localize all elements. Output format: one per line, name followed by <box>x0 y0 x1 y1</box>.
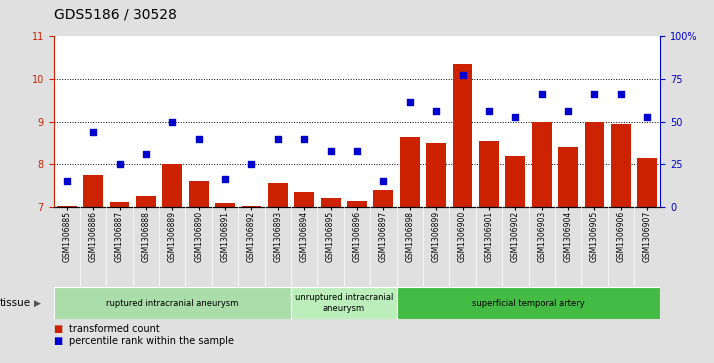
Text: GSM1306887: GSM1306887 <box>115 211 124 262</box>
Text: ruptured intracranial aneurysm: ruptured intracranial aneurysm <box>106 299 238 307</box>
Point <box>272 136 283 142</box>
Text: GSM1306886: GSM1306886 <box>89 211 98 262</box>
Bar <box>291 287 396 319</box>
Text: GSM1306901: GSM1306901 <box>484 211 493 262</box>
Text: ▶: ▶ <box>34 299 41 307</box>
Text: superficial temporal artery: superficial temporal artery <box>472 299 585 307</box>
Bar <box>162 164 182 207</box>
Text: GSM1306907: GSM1306907 <box>643 211 652 262</box>
Point <box>642 114 653 120</box>
Point <box>615 91 627 97</box>
Bar <box>136 196 156 207</box>
Text: GSM1306896: GSM1306896 <box>353 211 361 262</box>
Text: GSM1306895: GSM1306895 <box>326 211 335 262</box>
Text: GSM1306899: GSM1306899 <box>432 211 441 262</box>
Point <box>431 108 442 114</box>
Point <box>219 176 231 182</box>
Text: GSM1306902: GSM1306902 <box>511 211 520 262</box>
Text: ■: ■ <box>54 336 63 346</box>
Point <box>378 178 389 184</box>
Text: transformed count: transformed count <box>69 323 160 334</box>
Point <box>404 99 416 105</box>
Point <box>246 161 257 167</box>
Bar <box>396 287 660 319</box>
Point <box>563 108 574 114</box>
Text: ■: ■ <box>54 323 63 334</box>
Bar <box>241 206 261 207</box>
Bar <box>321 198 341 207</box>
Point <box>589 91 600 97</box>
Bar <box>532 122 552 207</box>
Text: GSM1306897: GSM1306897 <box>379 211 388 262</box>
Point <box>140 151 151 156</box>
Bar <box>479 141 499 207</box>
Point <box>87 129 99 135</box>
Text: GSM1306900: GSM1306900 <box>458 211 467 262</box>
Bar <box>268 183 288 207</box>
Bar <box>558 147 578 207</box>
Point <box>457 72 468 78</box>
Text: GSM1306894: GSM1306894 <box>300 211 308 262</box>
Text: GSM1306906: GSM1306906 <box>616 211 625 262</box>
Text: GSM1306905: GSM1306905 <box>590 211 599 262</box>
Bar <box>373 190 393 207</box>
Point <box>351 148 363 154</box>
Point <box>61 178 72 184</box>
Bar <box>453 64 473 207</box>
Bar <box>347 200 367 207</box>
Text: GSM1306892: GSM1306892 <box>247 211 256 262</box>
Point <box>510 114 521 120</box>
Text: GSM1306890: GSM1306890 <box>194 211 203 262</box>
Bar <box>54 287 291 319</box>
Bar <box>84 175 103 207</box>
Bar <box>215 203 235 207</box>
Text: GSM1306904: GSM1306904 <box>563 211 573 262</box>
Text: percentile rank within the sample: percentile rank within the sample <box>69 336 234 346</box>
Bar <box>57 206 76 207</box>
Text: GSM1306885: GSM1306885 <box>62 211 71 262</box>
Bar <box>294 192 314 207</box>
Bar <box>611 124 630 207</box>
Bar <box>188 181 208 207</box>
Text: unruptured intracranial
aneurysm: unruptured intracranial aneurysm <box>295 293 393 313</box>
Text: GSM1306903: GSM1306903 <box>537 211 546 262</box>
Bar <box>426 143 446 207</box>
Point <box>483 108 495 114</box>
Point <box>298 136 310 142</box>
Bar <box>506 156 526 207</box>
Bar <box>638 158 657 207</box>
Bar <box>400 136 420 207</box>
Text: tissue: tissue <box>0 298 31 308</box>
Text: GDS5186 / 30528: GDS5186 / 30528 <box>54 8 176 22</box>
Point <box>536 91 548 97</box>
Point <box>114 161 125 167</box>
Text: GSM1306893: GSM1306893 <box>273 211 282 262</box>
Text: GSM1306898: GSM1306898 <box>406 211 414 262</box>
Text: GSM1306888: GSM1306888 <box>141 211 151 262</box>
Bar <box>585 122 604 207</box>
Bar <box>110 202 129 207</box>
Point <box>193 136 204 142</box>
Point <box>166 119 178 125</box>
Point <box>325 148 336 154</box>
Text: GSM1306891: GSM1306891 <box>221 211 230 262</box>
Text: GSM1306889: GSM1306889 <box>168 211 177 262</box>
